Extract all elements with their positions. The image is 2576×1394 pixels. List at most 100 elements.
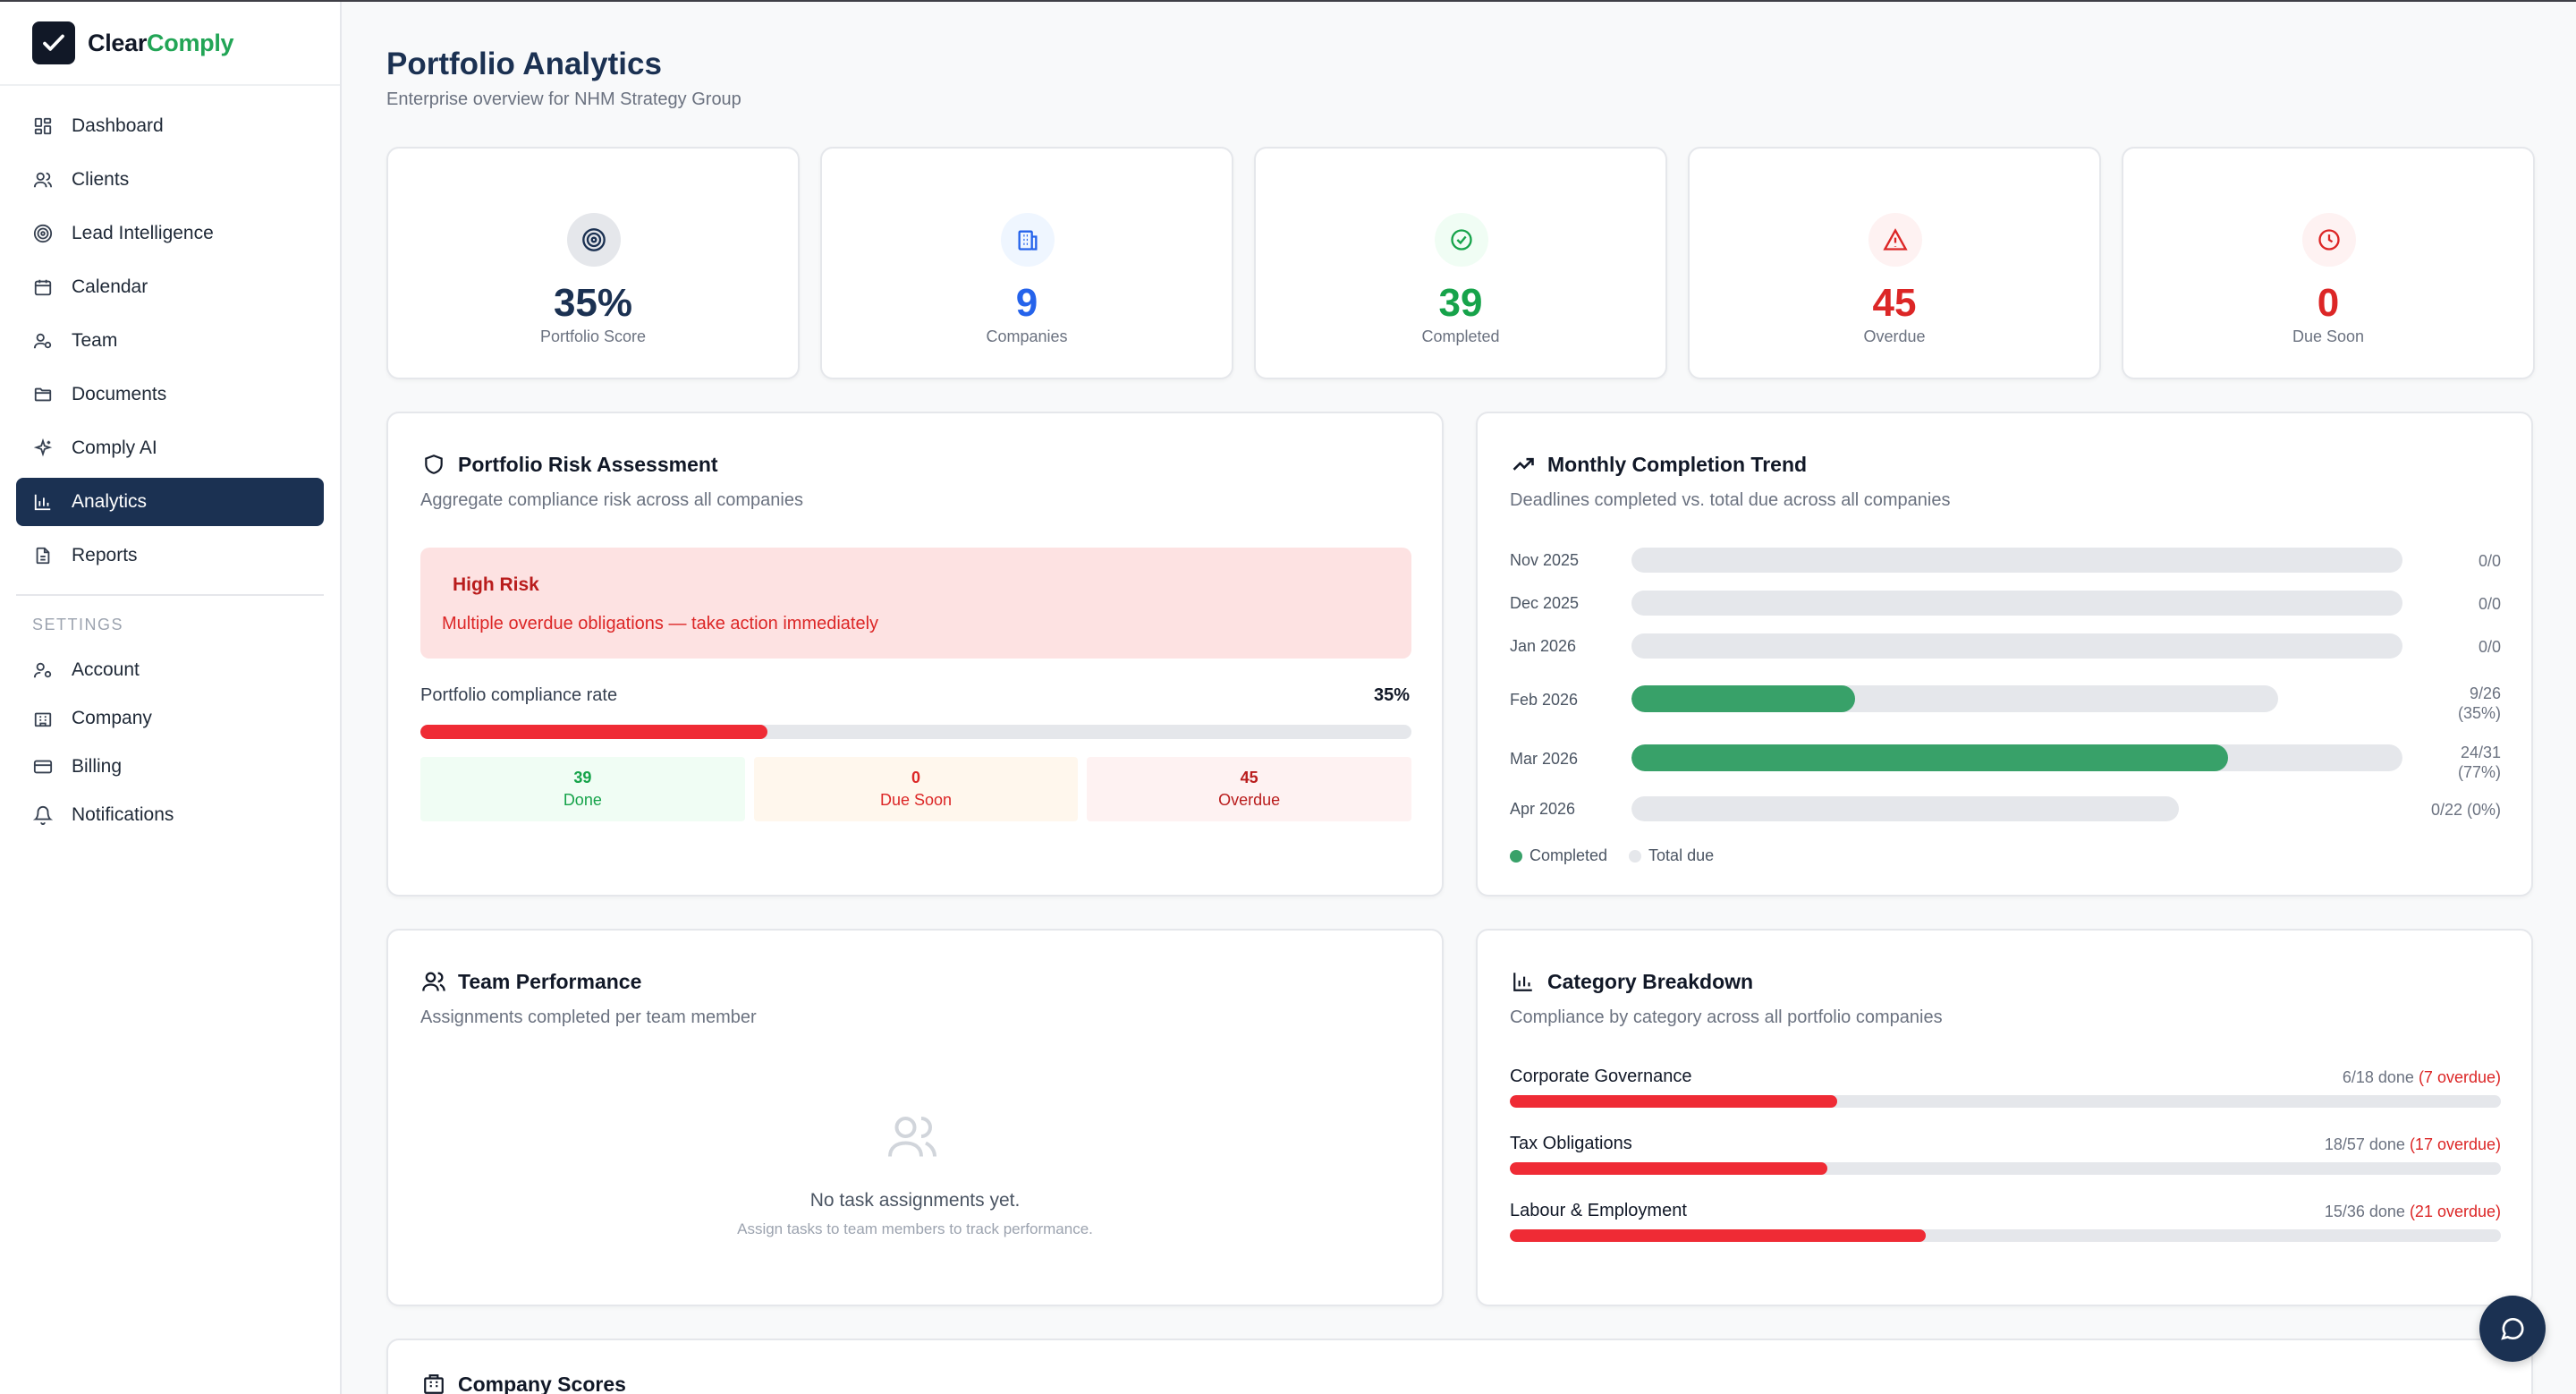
sidebar-item-label: Documents	[72, 384, 167, 404]
card-title: Company Scores	[420, 1371, 626, 1394]
clock-icon	[2302, 213, 2356, 267]
due-soon-summary: 0 Due Soon	[753, 757, 1079, 821]
monthly-completion-trend-card: Monthly Completion Trend Deadlines compl…	[1476, 412, 2533, 897]
trend-row: Feb 2026 9/26 (35%)	[1510, 684, 2501, 723]
trend-month: Feb 2026	[1510, 691, 1579, 709]
trend-row: Mar 2026 24/31 (77%)	[1510, 743, 2501, 782]
main-nav: Dashboard Clients Lead Intelligence Cale…	[0, 86, 340, 837]
legend-total-swatch	[1629, 849, 1642, 863]
empty-state-subtitle: Assign tasks to team members to track pe…	[737, 1220, 1093, 1237]
done-count: 39	[573, 769, 592, 786]
risk-breakdown: 39 Done 0 Due Soon 45 Overdue	[420, 757, 1412, 821]
stat-value: 45	[1872, 281, 1917, 325]
target-icon	[567, 213, 621, 267]
stat-value: 35%	[553, 281, 633, 325]
sidebar-item-label: Dashboard	[72, 115, 164, 136]
trend-legend: Completed Total due	[1510, 846, 1714, 865]
building-icon	[32, 708, 54, 729]
card-title: Monthly Completion Trend	[1510, 451, 1807, 478]
compliance-rate-label: Portfolio compliance rate	[420, 685, 618, 705]
legend-completed-label: Completed	[1530, 846, 1608, 864]
category-stats: 6/18 done (7 overdue)	[2342, 1068, 2501, 1086]
credit-card-icon	[32, 756, 54, 778]
done-label: Done	[563, 791, 602, 809]
bar-chart-icon	[32, 491, 54, 513]
shield-icon	[420, 451, 447, 478]
done-summary: 39 Done	[420, 757, 745, 821]
stat-label: Completed	[1421, 327, 1500, 345]
trend-value: 24/31 (77%)	[2457, 744, 2501, 781]
sidebar: ClearComply Dashboard Clients Lead Intel…	[0, 2, 342, 1394]
stat-value: 0	[2317, 281, 2340, 325]
users-empty-icon	[886, 1109, 939, 1168]
users-icon	[32, 169, 54, 191]
sidebar-item-notifications[interactable]: Notifications	[16, 794, 324, 837]
sidebar-item-label: Comply AI	[72, 438, 157, 458]
bar-chart-icon	[1510, 968, 1537, 995]
card-subtitle: Assignments completed per team member	[420, 1007, 757, 1027]
stat-label: Companies	[986, 327, 1068, 345]
brand-name: ClearComply	[88, 29, 234, 56]
compliance-rate-bar	[420, 725, 1411, 739]
category-breakdown-card: Category Breakdown Compliance by categor…	[1476, 929, 2533, 1306]
trend-bar-completed	[1631, 744, 2229, 771]
sidebar-item-comply-ai[interactable]: Comply AI	[16, 424, 324, 472]
risk-message: Multiple overdue obligations — take acti…	[442, 614, 879, 633]
sidebar-item-label: Company	[72, 708, 152, 728]
trend-bar-total	[1631, 796, 2179, 821]
overdue-count: 45	[1240, 769, 1258, 786]
category-row: Tax Obligations 18/57 done (17 overdue)	[1510, 1134, 2501, 1178]
risk-alert: High Risk Multiple overdue obligations —…	[420, 548, 1411, 659]
card-subtitle: Deadlines completed vs. total due across…	[1510, 490, 1951, 510]
sidebar-item-documents[interactable]: Documents	[16, 370, 324, 419]
trend-row: Nov 2025 0/0	[1510, 548, 2501, 574]
category-bar	[1510, 1162, 2501, 1175]
stat-card-overdue: 45 Overdue	[1688, 147, 2101, 379]
sidebar-item-label: Billing	[72, 756, 123, 777]
category-name: Labour & Employment	[1510, 1201, 1687, 1220]
stat-card-companies: 9 Companies	[820, 147, 1233, 379]
window-top-border	[0, 0, 2576, 2]
sidebar-item-account[interactable]: Account	[16, 649, 324, 692]
sidebar-item-clients[interactable]: Clients	[16, 156, 324, 204]
sidebar-item-team[interactable]: Team	[16, 317, 324, 365]
sidebar-item-label: Reports	[72, 545, 138, 565]
trend-value: 0/0	[2478, 638, 2501, 656]
compliance-rate-value: 35%	[1373, 685, 1410, 705]
category-bar	[1510, 1229, 2501, 1242]
sidebar-item-calendar[interactable]: Calendar	[16, 263, 324, 311]
trend-bar-area	[1631, 796, 2402, 821]
stat-cards: 35% Portfolio Score 9 Companies 39 Compl…	[386, 147, 2535, 379]
brand[interactable]: ClearComply	[0, 2, 340, 86]
alert-triangle-icon	[1868, 213, 1922, 267]
trend-bar-total	[1631, 633, 2402, 659]
trend-row: Dec 2025 0/0	[1510, 591, 2501, 617]
sidebar-item-reports[interactable]: Reports	[16, 531, 324, 580]
sidebar-item-label: Clients	[72, 169, 130, 190]
chat-button[interactable]	[2479, 1296, 2546, 1362]
sidebar-item-label: Team	[72, 330, 118, 351]
sidebar-item-lead-intelligence[interactable]: Lead Intelligence	[16, 209, 324, 258]
company-scores-card: Company Scores	[386, 1339, 2533, 1394]
trend-value: 0/0	[2478, 552, 2501, 570]
sidebar-item-billing[interactable]: Billing	[16, 745, 324, 788]
category-bar	[1510, 1095, 2501, 1108]
overdue-summary: 45 Overdue	[1087, 757, 1412, 821]
card-subtitle: Compliance by category across all portfo…	[1510, 1007, 1943, 1027]
legend-completed-swatch	[1510, 849, 1522, 863]
nav-divider	[16, 594, 324, 596]
sidebar-item-analytics[interactable]: Analytics	[16, 478, 324, 526]
compliance-rate-fill	[420, 725, 767, 739]
users-icon	[420, 968, 447, 995]
category-name: Corporate Governance	[1510, 1067, 1692, 1086]
folder-icon	[32, 384, 54, 405]
sidebar-item-label: Notifications	[72, 804, 174, 825]
category-row: Labour & Employment 15/36 done (21 overd…	[1510, 1201, 2501, 1245]
category-name: Tax Obligations	[1510, 1134, 1632, 1153]
logo-check-icon	[32, 21, 75, 64]
sidebar-item-company[interactable]: Company	[16, 697, 324, 740]
sidebar-item-dashboard[interactable]: Dashboard	[16, 102, 324, 150]
card-title: Team Performance	[420, 968, 641, 995]
sparkles-icon	[32, 438, 54, 459]
trend-bar-total	[1631, 548, 2402, 573]
